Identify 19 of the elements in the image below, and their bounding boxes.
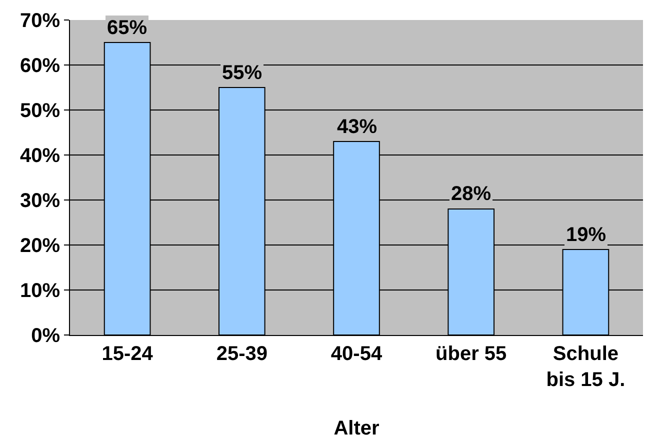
x-tick-label: Schule bis 15 J. [546,343,626,391]
x-tick-label: über 55 [436,343,507,365]
y-tick-label: 70% [20,10,60,32]
data-label: 65% [107,17,148,39]
x-tick-label: 40-54 [330,343,383,365]
data-label: 55% [222,62,262,84]
data-label: 19% [566,224,606,246]
y-tick-label: 10% [20,280,60,302]
y-tick-label: 50% [20,100,60,122]
x-axis-title: Alter [334,418,380,440]
x-tick-label: 25-39 [216,343,268,365]
y-tick-label: 60% [20,55,60,77]
y-tick-label: 30% [20,190,60,212]
data-label: 43% [337,116,378,138]
y-tick-label: 20% [20,235,60,257]
y-tick-label: 40% [20,145,60,167]
y-tick-label: 0% [31,325,60,347]
data-label: 28% [451,183,492,205]
x-tick-label: 15-24 [102,343,154,365]
